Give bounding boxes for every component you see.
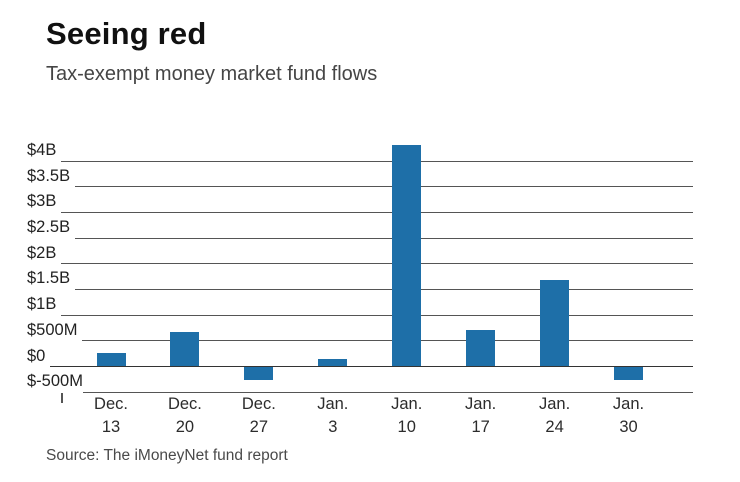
x-axis-label: Jan. 17 <box>444 393 518 439</box>
x-axis-label-month: Jan. <box>538 395 571 413</box>
gridline <box>50 366 693 367</box>
gridline <box>61 314 693 316</box>
y-axis-gridline-row: $500M <box>27 319 693 342</box>
y-axis-tick-label: $1.5B <box>27 270 71 290</box>
x-axis-label: Jan. 10 <box>370 393 444 439</box>
y-axis-gridline-row: $-500M <box>27 371 693 403</box>
bar-dec-13 <box>96 353 126 366</box>
y-axis-gridline-row: $0 <box>27 345 693 367</box>
x-axis-label-month: Jan. <box>612 395 645 413</box>
y-axis-tick-label: $3B <box>27 193 57 213</box>
y-axis-gridline-row: $2B <box>27 242 693 265</box>
x-axis-label-month: Jan. <box>317 395 349 413</box>
y-axis-gridline-row: $1B <box>27 294 693 316</box>
x-axis-label-month: Jan. <box>391 395 423 413</box>
bar-dec-20 <box>170 331 200 366</box>
x-axis-label-month: Jan. <box>465 395 497 413</box>
x-axis-label-day: 13 <box>101 417 121 436</box>
gridline <box>61 160 693 162</box>
x-axis-label-day: 27 <box>249 417 269 436</box>
y-axis-tick-label: $500M <box>27 322 78 342</box>
x-axis-label-day: 24 <box>545 417 564 436</box>
y-axis-tick-label: $2.5B <box>27 219 71 239</box>
gridline <box>75 237 693 239</box>
y-axis-tick-label: $3.5B <box>27 168 71 188</box>
y-axis-gridline-row: $2.5B <box>27 217 693 239</box>
x-axis-tick <box>61 392 63 403</box>
x-axis-label-day: 10 <box>397 417 416 436</box>
gridline <box>75 288 693 290</box>
y-axis-tick-label: $-500M <box>27 373 83 393</box>
x-axis-label-day: 17 <box>471 417 490 436</box>
x-axis-label-day: 3 <box>328 417 338 436</box>
x-axis-label-month: Dec. <box>167 395 202 413</box>
bar-dec-27 <box>244 367 274 380</box>
y-axis-gridline-row: $4B <box>27 140 693 162</box>
x-axis-label-day: 20 <box>175 417 195 436</box>
chart-subtitle: Tax-exempt money market fund flows <box>46 63 378 85</box>
x-axis-label-day: 30 <box>619 417 638 436</box>
y-axis-gridline-row: $3.5B <box>27 165 693 188</box>
x-axis-label: Dec. 13 <box>74 393 148 439</box>
bar-jan-17 <box>466 330 496 366</box>
x-axis-label: Dec. 20 <box>148 393 222 439</box>
y-axis-tick-label: $1B <box>27 296 57 316</box>
x-axis-label: Jan. 30 <box>592 393 666 439</box>
gridline <box>61 263 693 265</box>
y-axis-gridline-row: $3B <box>27 191 693 213</box>
y-axis-tick-label: $2B <box>27 245 57 265</box>
x-axis-label-month: Dec. <box>241 395 276 413</box>
source-note: Source: The iMoneyNet fund report <box>46 447 288 464</box>
x-axis-label: Jan. 3 <box>296 393 370 439</box>
y-axis-tick-label: $0 <box>27 347 46 367</box>
bar-jan-24 <box>540 280 570 366</box>
bar-jan-30 <box>614 367 643 380</box>
y-axis-gridline-row: $1.5B <box>27 268 693 290</box>
gridline <box>61 211 693 213</box>
x-axis-label: Dec. 27 <box>222 393 296 439</box>
gridline <box>75 186 693 188</box>
y-axis-tick-label: $4B <box>27 142 57 162</box>
x-axis-label-month: Dec. <box>94 395 128 413</box>
chart-title: Seeing red <box>46 16 207 51</box>
bar-jan-10 <box>392 145 422 366</box>
x-axis-label: Jan. 24 <box>518 393 592 439</box>
bar-jan-3 <box>318 358 348 366</box>
